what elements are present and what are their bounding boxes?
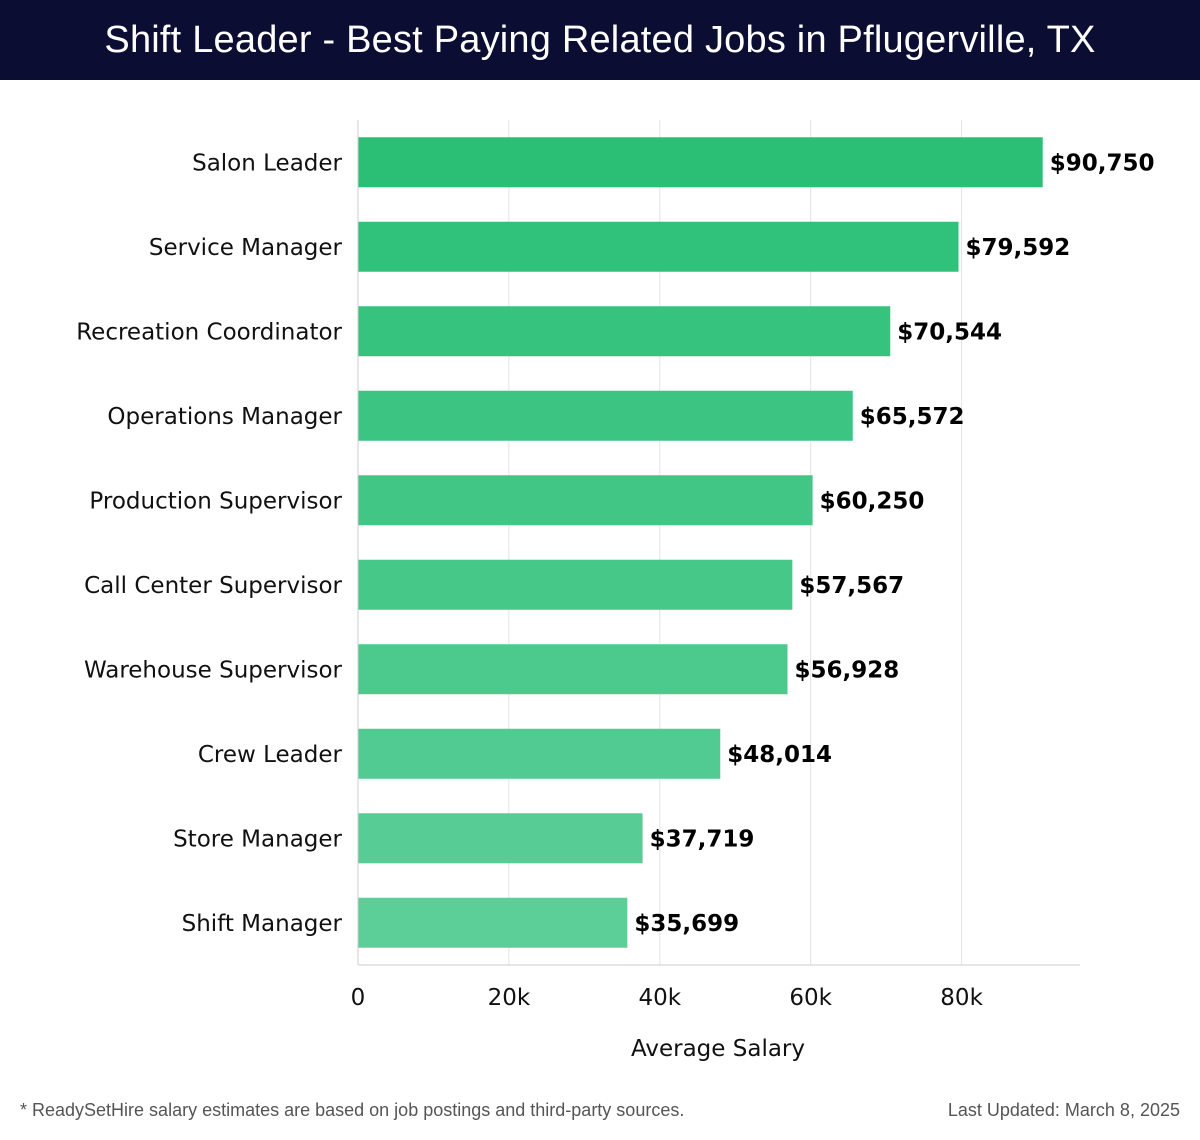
x-axis-title: Average Salary bbox=[631, 1036, 805, 1062]
chart-header: Shift Leader - Best Paying Related Jobs … bbox=[0, 0, 1200, 80]
bar[interactable] bbox=[358, 475, 813, 526]
x-tick-label: 60k bbox=[789, 985, 832, 1011]
value-label: $48,014 bbox=[727, 742, 832, 768]
bar[interactable] bbox=[358, 728, 721, 779]
category-label: Warehouse Supervisor bbox=[84, 657, 343, 683]
x-tick-label: 40k bbox=[639, 985, 682, 1011]
category-label: Call Center Supervisor bbox=[84, 573, 342, 599]
value-label: $60,250 bbox=[820, 488, 925, 514]
value-label: $37,719 bbox=[650, 826, 755, 852]
bar[interactable] bbox=[358, 137, 1043, 188]
last-updated: Last Updated: March 8, 2025 bbox=[947, 1100, 1180, 1120]
value-label: $56,928 bbox=[795, 657, 900, 683]
bar[interactable] bbox=[358, 897, 628, 948]
x-tick-label: 80k bbox=[940, 985, 983, 1011]
value-label: $35,699 bbox=[634, 911, 739, 937]
category-label: Production Supervisor bbox=[89, 488, 342, 514]
category-label: Salon Leader bbox=[192, 150, 342, 176]
category-label: Store Manager bbox=[173, 826, 342, 852]
bar[interactable] bbox=[358, 559, 793, 610]
chart-title: Shift Leader - Best Paying Related Jobs … bbox=[104, 18, 1096, 61]
value-label: $90,750 bbox=[1050, 150, 1155, 176]
category-label: Recreation Coordinator bbox=[76, 319, 342, 345]
x-tick-label: 20k bbox=[488, 985, 531, 1011]
value-label: $70,544 bbox=[897, 319, 1002, 345]
bar[interactable] bbox=[358, 644, 788, 695]
x-tick-label: 0 bbox=[351, 985, 366, 1011]
x-axis: 0 20k 40k 60k 80k bbox=[351, 120, 1080, 1011]
bar[interactable] bbox=[358, 306, 891, 357]
category-label: Shift Manager bbox=[182, 911, 343, 937]
category-label: Operations Manager bbox=[107, 404, 342, 430]
value-label: $65,572 bbox=[860, 404, 965, 430]
bar[interactable] bbox=[358, 390, 853, 441]
category-label: Service Manager bbox=[149, 235, 343, 261]
bars: Salon Leader $90,750 Service Manager $79,59… bbox=[76, 137, 1154, 948]
salary-bar-chart: Salon Leader $90,750 Service Manager $79,59… bbox=[76, 120, 1154, 1062]
bar[interactable] bbox=[358, 813, 643, 864]
value-label: $57,567 bbox=[799, 573, 904, 599]
footnote: * ReadySetHire salary estimates are base… bbox=[20, 1100, 685, 1120]
bar[interactable] bbox=[358, 221, 959, 272]
category-label: Crew Leader bbox=[198, 742, 343, 768]
value-label: $79,592 bbox=[966, 235, 1071, 261]
